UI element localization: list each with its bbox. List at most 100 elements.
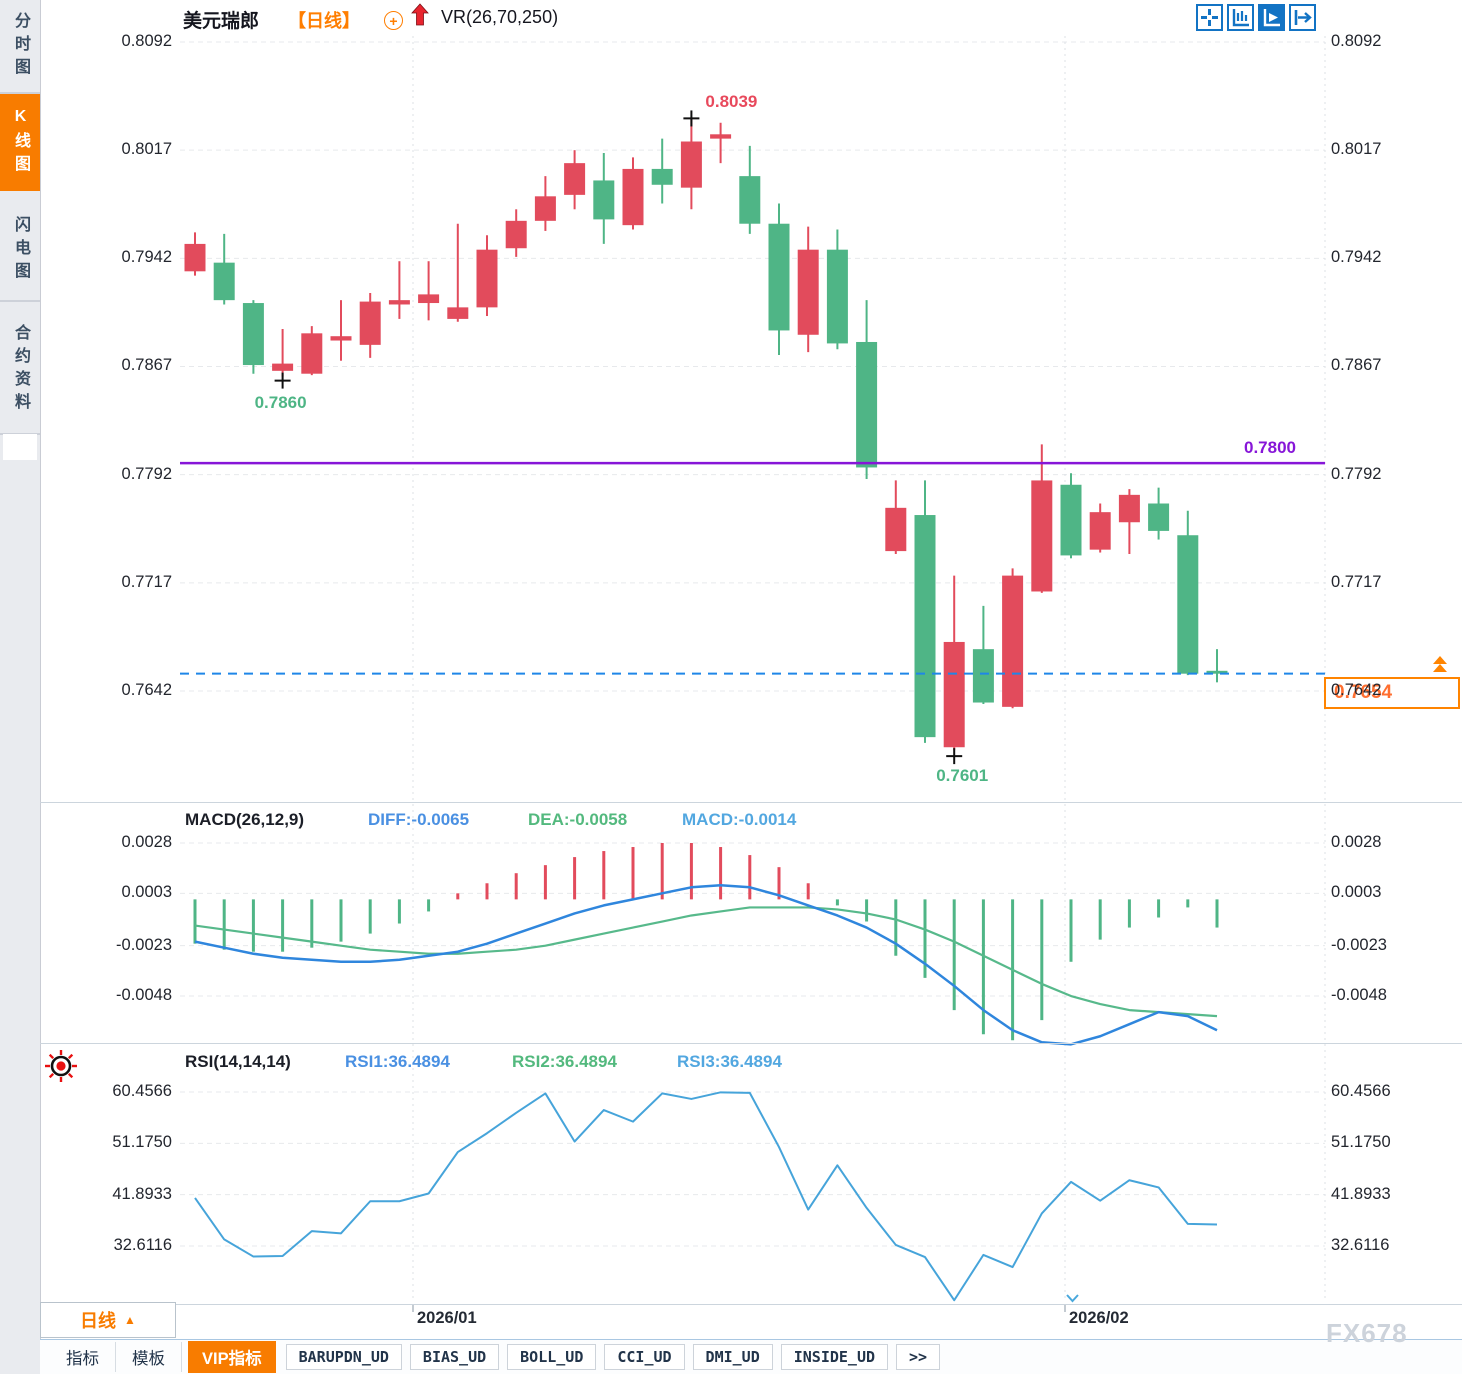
tab-boll-ud[interactable]: BOLL_UD: [507, 1344, 597, 1370]
macd-layer: [193, 843, 1219, 1041]
tab-barupdn-ud[interactable]: BARUPDN_UD: [285, 1344, 402, 1370]
rsi-axis-label: 41.8933: [112, 1184, 172, 1203]
candlestick-layer: [184, 118, 1228, 751]
candle-body: [856, 341, 878, 468]
panel-divider: [40, 1043, 1462, 1044]
candle-body: [797, 249, 819, 335]
candle-body: [1002, 575, 1024, 707]
rsi2-value: RSI2:36.4894: [512, 1052, 617, 1071]
candle-body: [1031, 480, 1053, 592]
period-selector-button[interactable]: 日线 ▲: [40, 1302, 176, 1338]
rsi-axis-label: 32.6116: [113, 1235, 172, 1254]
macd-diff-value: DIFF:-0.0065: [368, 810, 470, 829]
axis-scale-icon[interactable]: [1227, 4, 1254, 31]
macd-axis-label: -0.0048: [1331, 986, 1387, 1004]
candle-body: [359, 301, 381, 345]
rsi-title: RSI(14,14,14): [185, 1052, 291, 1071]
price-axis-label: 0.7867: [121, 356, 172, 375]
macd-axis-label: -0.0023: [116, 935, 172, 954]
price-axis-label: 0.7792: [121, 464, 172, 483]
macd-axis-label: -0.0048: [116, 986, 172, 1004]
macd-dea-value: DEA:-0.0058: [528, 810, 628, 829]
double-up-arrow-icon: [1433, 656, 1447, 672]
rsi-axis-label: 41.8933: [1331, 1184, 1391, 1203]
price-axis-label: 0.7942: [121, 248, 172, 267]
macd-axis-label: 0.0003: [1331, 883, 1382, 902]
high-price-label: 0.8039: [705, 92, 758, 112]
tab-dmi-ud[interactable]: DMI_UD: [692, 1344, 773, 1370]
low-price-label: 0.7601: [936, 766, 989, 786]
macd-diff-line: [194, 884, 1218, 1046]
price-axis-label: 0.8017: [121, 140, 172, 159]
candle-body: [768, 223, 790, 331]
candle-body: [826, 249, 848, 344]
candle-body: [301, 333, 323, 374]
candle-body: [184, 243, 206, 272]
candle-body: [1148, 503, 1170, 531]
indicator-title: VR(26,70,250): [441, 7, 559, 27]
price-axis-label: 0.8017: [1331, 140, 1382, 159]
swing-low-label: 0.7860: [254, 392, 307, 412]
support-line-label: 0.7800: [1244, 438, 1296, 458]
tab-inside-ud[interactable]: INSIDE_UD: [780, 1344, 889, 1370]
price-axis-label: 0.7642: [121, 680, 172, 699]
candle-body: [476, 249, 498, 308]
candle-body: [739, 176, 761, 224]
candle-body: [242, 303, 264, 366]
sidebar-item-kline-chart[interactable]: K线图: [0, 94, 40, 191]
candle-body: [710, 134, 732, 139]
candle-body: [534, 196, 556, 221]
rsi-axis-label: 60.4566: [1331, 1082, 1391, 1100]
candle-body: [1060, 484, 1082, 556]
macd-axis-label: 0.0028: [121, 833, 172, 851]
candle-body: [564, 163, 586, 195]
axis-play-icon[interactable]: [1258, 4, 1285, 31]
macd-axis-label: 0.0028: [1331, 833, 1382, 851]
chart-canvas[interactable]: [0, 0, 1462, 1340]
x-axis-label-jan: 2026/01: [417, 1309, 477, 1327]
tab-cci-ud[interactable]: CCI_UD: [604, 1344, 685, 1370]
macd-axis-label: 0.0003: [121, 883, 172, 902]
watermark: FX678: [1326, 1318, 1408, 1348]
indicator-tabbar: 指标 模板 VIP指标 BARUPDN_UD BIAS_UD BOLL_UD C…: [40, 1339, 1462, 1374]
pan-right-icon[interactable]: [1289, 4, 1316, 31]
candle-body: [272, 363, 294, 371]
tab-more[interactable]: >>: [896, 1344, 941, 1370]
tab-bias-ud[interactable]: BIAS_UD: [409, 1344, 500, 1370]
price-axis-label: 0.7717: [121, 572, 172, 591]
price-axis-label: 0.8092: [1331, 32, 1382, 50]
rsi-line: [194, 1091, 1218, 1302]
candle-body: [447, 307, 469, 319]
symbol-title: 美元瑞郎: [183, 11, 260, 32]
candle-body: [330, 336, 352, 341]
last-price-value: 0.7654: [1334, 682, 1393, 703]
candle-body: [651, 168, 673, 185]
rsi3-value: RSI3:36.4894: [677, 1052, 782, 1071]
candle-body: [1206, 670, 1228, 674]
candle-body: [914, 515, 936, 738]
candle-body: [505, 220, 527, 249]
macd-axis-label: -0.0023: [1331, 935, 1387, 954]
macd-macd-value: MACD:-0.0014: [682, 810, 797, 829]
candle-body: [213, 262, 235, 301]
tab-indicators[interactable]: 指标: [50, 1342, 116, 1372]
candle-body: [622, 168, 644, 226]
tab-templates[interactable]: 模板: [116, 1342, 182, 1372]
tab-vip-indicators[interactable]: VIP指标: [188, 1341, 276, 1373]
candle-body: [972, 649, 994, 703]
sidebar-item-time-chart[interactable]: 分时图: [0, 0, 40, 94]
last-price-box: 0.7654: [1324, 677, 1460, 709]
candle-body: [885, 507, 907, 552]
candle-body: [1118, 494, 1140, 523]
crosshair-move-icon[interactable]: [1196, 4, 1223, 31]
sidebar-spacer: [3, 434, 37, 460]
sidebar-item-lightning-chart[interactable]: 闪电图: [0, 200, 40, 302]
price-cross-marker: [946, 748, 963, 765]
price-axis-label: 0.7792: [1331, 464, 1382, 483]
sun-marker-icon[interactable]: [42, 1047, 80, 1085]
rsi-axis-label: 60.4566: [112, 1082, 172, 1100]
add-indicator-icon[interactable]: +: [384, 11, 403, 30]
candle-body: [418, 294, 440, 304]
sidebar-item-contract-info[interactable]: 合约资料: [0, 307, 40, 435]
rsi1-value: RSI1:36.4894: [345, 1052, 450, 1071]
